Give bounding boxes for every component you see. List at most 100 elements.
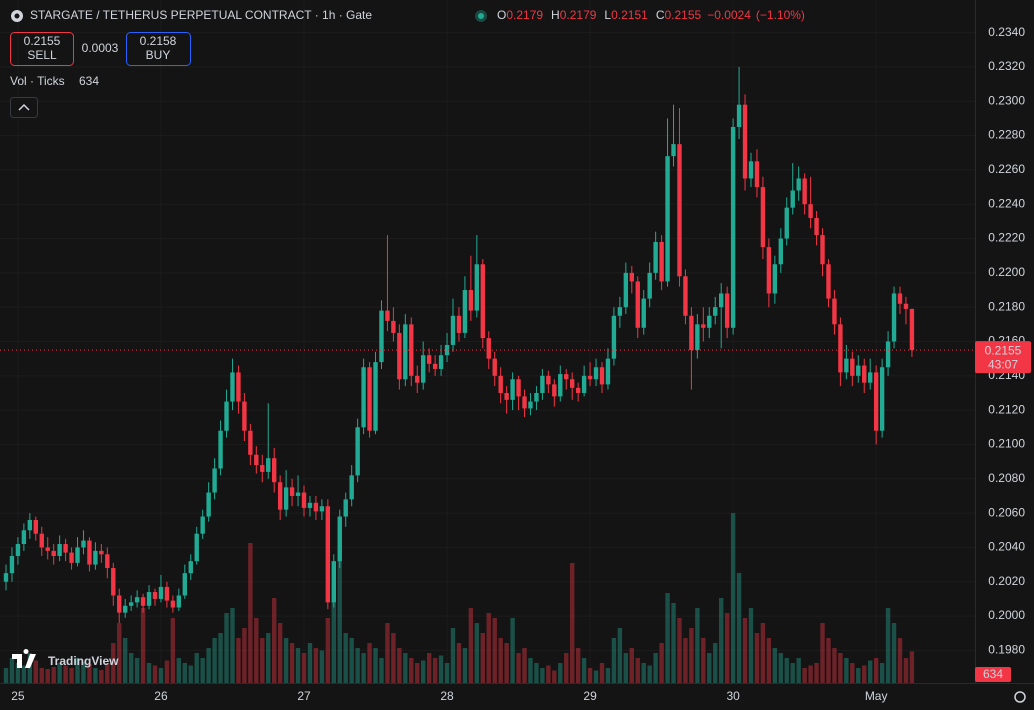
sell-price: 0.2155 — [24, 34, 61, 48]
candle-body — [45, 547, 50, 551]
volume-bar — [242, 628, 247, 683]
candle-body — [15, 543, 21, 557]
candle-body — [152, 592, 158, 599]
logo-icon — [12, 648, 36, 668]
x-tick-label: 26 — [154, 689, 168, 703]
candle-body — [462, 290, 468, 333]
candle-body — [277, 482, 283, 510]
candle-body — [629, 272, 634, 282]
volume-bar — [325, 618, 331, 683]
candle-body — [111, 568, 116, 596]
volume-bar — [778, 653, 783, 683]
candle-body — [224, 401, 229, 431]
volume-bar — [206, 648, 211, 683]
candle-body — [236, 372, 241, 402]
volume-bar — [772, 648, 778, 683]
candle-body — [760, 187, 766, 248]
candle-body — [826, 264, 831, 299]
candle-body — [415, 375, 420, 383]
x-tick-label: 29 — [583, 689, 597, 703]
y-tick-label: 0.2340 — [988, 25, 1025, 39]
volume-bar — [99, 670, 104, 683]
volume-bar — [75, 658, 80, 683]
candle-body — [689, 315, 694, 351]
volume-bar — [498, 638, 503, 683]
volume-bar — [426, 653, 432, 683]
volume-bar — [790, 663, 795, 683]
volume-title: Vol · Ticks — [10, 74, 65, 88]
candle-body — [206, 492, 211, 517]
volume-bar — [802, 668, 807, 683]
volume-bar — [266, 633, 271, 683]
candle-body — [581, 375, 587, 393]
volume-layer — [3, 513, 915, 683]
volume-bar — [170, 618, 176, 683]
volume-bar — [581, 658, 587, 683]
candle-body — [772, 264, 778, 294]
volume-bar — [564, 653, 569, 683]
volume-bar — [736, 573, 742, 683]
candle-body — [373, 362, 378, 431]
candle-body — [426, 355, 432, 364]
candle-body — [75, 547, 80, 563]
volume-bar — [814, 663, 819, 683]
volume-bar — [69, 668, 74, 683]
price-axis: 0.1980 0.2000 0.2020 0.2040 0.2060 0.2080 0.21… — [0, 0, 1034, 684]
volume-bar — [701, 638, 706, 683]
candle-body — [3, 573, 9, 582]
candle-body — [719, 293, 724, 308]
volume-bar — [105, 663, 110, 683]
change-pct: (−1.10%) — [756, 8, 805, 22]
volume-bar — [820, 623, 825, 683]
candle-body — [301, 492, 307, 508]
candle-body — [474, 264, 480, 311]
candle-body — [355, 427, 360, 476]
candle-body — [695, 324, 700, 351]
candle-body — [421, 355, 426, 383]
volume-bar — [713, 643, 718, 683]
candle-body — [617, 307, 623, 316]
volume-last: 634 — [983, 667, 1003, 681]
y-tick-label: 0.2040 — [988, 540, 1025, 554]
volume-bar — [313, 648, 319, 683]
candle-body — [909, 308, 915, 351]
volume-bar — [689, 628, 694, 683]
collapse-button[interactable] — [10, 97, 38, 118]
settings-icon[interactable] — [1014, 691, 1026, 703]
volume-bar — [879, 663, 885, 683]
volume-bar — [343, 633, 348, 683]
y-tick-label: 0.2060 — [988, 505, 1025, 519]
volume-bar — [593, 670, 599, 683]
candle-body — [105, 554, 110, 569]
volume-bar — [45, 669, 50, 683]
buy-button[interactable] — [126, 32, 191, 66]
candle-body — [665, 156, 670, 282]
symbol-icon — [14, 13, 20, 19]
ohlc-letter: H — [551, 8, 560, 22]
volume-bar — [9, 658, 15, 683]
volume-bar — [665, 593, 670, 683]
candle-body — [391, 320, 396, 333]
volume-bar — [438, 655, 444, 683]
sell-button[interactable] — [10, 32, 74, 66]
candle-body — [510, 379, 515, 400]
candle-body — [850, 358, 855, 376]
candle-body — [319, 506, 325, 512]
candle-body — [486, 338, 491, 359]
candle-body — [63, 543, 68, 553]
candle-body — [808, 204, 813, 218]
candle-body — [33, 519, 38, 534]
candle-body — [456, 315, 462, 333]
volume-label-box — [975, 667, 1011, 682]
volume-bar — [909, 651, 915, 683]
candle-body — [283, 487, 289, 510]
candle-body — [57, 543, 62, 557]
volume-bar — [432, 658, 438, 683]
candle-body — [879, 367, 885, 431]
ohlc-value: 0.2179 — [560, 8, 597, 22]
candle-body — [897, 293, 903, 304]
volume-bar — [254, 618, 259, 683]
volume-bar — [111, 643, 116, 683]
candle-body — [784, 207, 789, 239]
volume-bar — [724, 613, 730, 683]
